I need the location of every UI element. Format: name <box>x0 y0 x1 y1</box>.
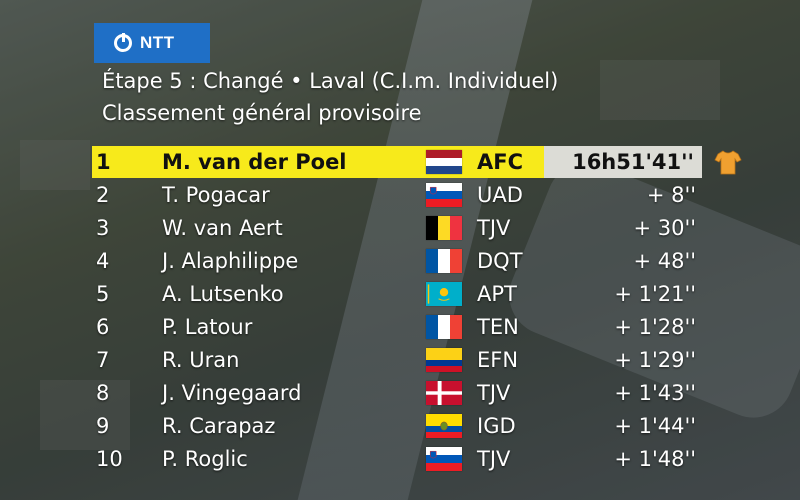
rider-name: M. van der Poel <box>162 150 347 174</box>
denmark-flag-icon <box>426 381 462 405</box>
rider-time: + 1'28'' <box>614 315 696 339</box>
team-code: TJV <box>477 447 511 471</box>
rider-name: P. Latour <box>162 315 253 339</box>
rider-position: 1 <box>96 150 111 174</box>
yellow-jersey-icon <box>714 148 742 176</box>
building-shape <box>600 60 720 120</box>
rider-name: J. Alaphilippe <box>162 249 299 273</box>
rider-time: + 30'' <box>633 216 696 240</box>
rider-time: + 1'44'' <box>614 414 696 438</box>
power-icon <box>114 33 132 52</box>
standings-row: 2 T. Pogacar UAD + 8'' <box>92 179 792 211</box>
rider-time: + 1'29'' <box>614 348 696 372</box>
leader-highlight <box>92 146 544 178</box>
rider-position: 7 <box>96 348 110 372</box>
classification-subtitle: Classement général provisoire <box>102 101 422 125</box>
standings-row: 8 J. Vingegaard TJV + 1'43'' <box>92 377 792 409</box>
rider-name: P. Roglic <box>162 447 248 471</box>
team-code: IGD <box>477 414 516 438</box>
netherlands-flag-icon <box>426 150 462 174</box>
standings-row: 3 W. van Aert TJV + 30'' <box>92 212 792 244</box>
kazakhstan-flag-icon <box>426 282 462 306</box>
slovenia-flag-icon <box>426 447 462 471</box>
rider-position: 6 <box>96 315 110 339</box>
leader-time-box <box>544 146 702 178</box>
rider-position: 5 <box>96 282 110 306</box>
rider-time: + 1'21'' <box>614 282 696 306</box>
building-shape <box>20 140 90 190</box>
rider-position: 3 <box>96 216 110 240</box>
rider-position: 8 <box>96 381 110 405</box>
rider-time: + 1'48'' <box>614 447 696 471</box>
standings-row: 10 P. Roglic TJV + 1'48'' <box>92 443 792 475</box>
standings-row: 9 R. Carapaz IGD + 1'44'' <box>92 410 792 442</box>
rider-name: J. Vingegaard <box>162 381 302 405</box>
rider-position: 9 <box>96 414 110 438</box>
rider-time: + 1'43'' <box>614 381 696 405</box>
team-code: TJV <box>477 216 511 240</box>
rider-position: 2 <box>96 183 110 207</box>
standings-row: 7 R. Uran EFN + 1'29'' <box>92 344 792 376</box>
standings-row: 5 A. Lutsenko APT + 1'21'' <box>92 278 792 310</box>
france-flag-icon <box>426 249 462 273</box>
rider-name: R. Carapaz <box>162 414 276 438</box>
logo-text: NTT <box>140 33 175 52</box>
colombia-flag-icon <box>426 348 462 372</box>
slovenia-flag-icon <box>426 183 462 207</box>
broadcaster-logo: NTT <box>94 23 210 63</box>
team-code: AFC <box>477 150 524 174</box>
stage-title: Étape 5 : Changé • Laval (C.I.m. Individ… <box>102 69 559 93</box>
team-code: APT <box>477 282 517 306</box>
team-code: TEN <box>477 315 519 339</box>
rider-time: + 8'' <box>646 183 696 207</box>
ecuador-flag-icon <box>426 414 462 438</box>
rider-position: 10 <box>96 447 123 471</box>
standings-row: 6 P. Latour TEN + 1'28'' <box>92 311 792 343</box>
france-flag-icon <box>426 315 462 339</box>
team-code: UAD <box>477 183 523 207</box>
belgium-flag-icon <box>426 216 462 240</box>
building-shape <box>40 380 130 450</box>
rider-name: T. Pogacar <box>162 183 270 207</box>
standings-row: 4 J. Alaphilippe DQT + 48'' <box>92 245 792 277</box>
rider-time: 16h51'41'' <box>572 150 694 174</box>
standings-row-leader: 1 M. van der Poel AFC 16h51'41'' <box>92 146 792 178</box>
rider-name: A. Lutsenko <box>162 282 284 306</box>
team-code: DQT <box>477 249 523 273</box>
team-code: EFN <box>477 348 519 372</box>
rider-position: 4 <box>96 249 110 273</box>
rider-name: W. van Aert <box>162 216 283 240</box>
rider-time: + 48'' <box>633 249 696 273</box>
rider-name: R. Uran <box>162 348 240 372</box>
team-code: TJV <box>477 381 511 405</box>
